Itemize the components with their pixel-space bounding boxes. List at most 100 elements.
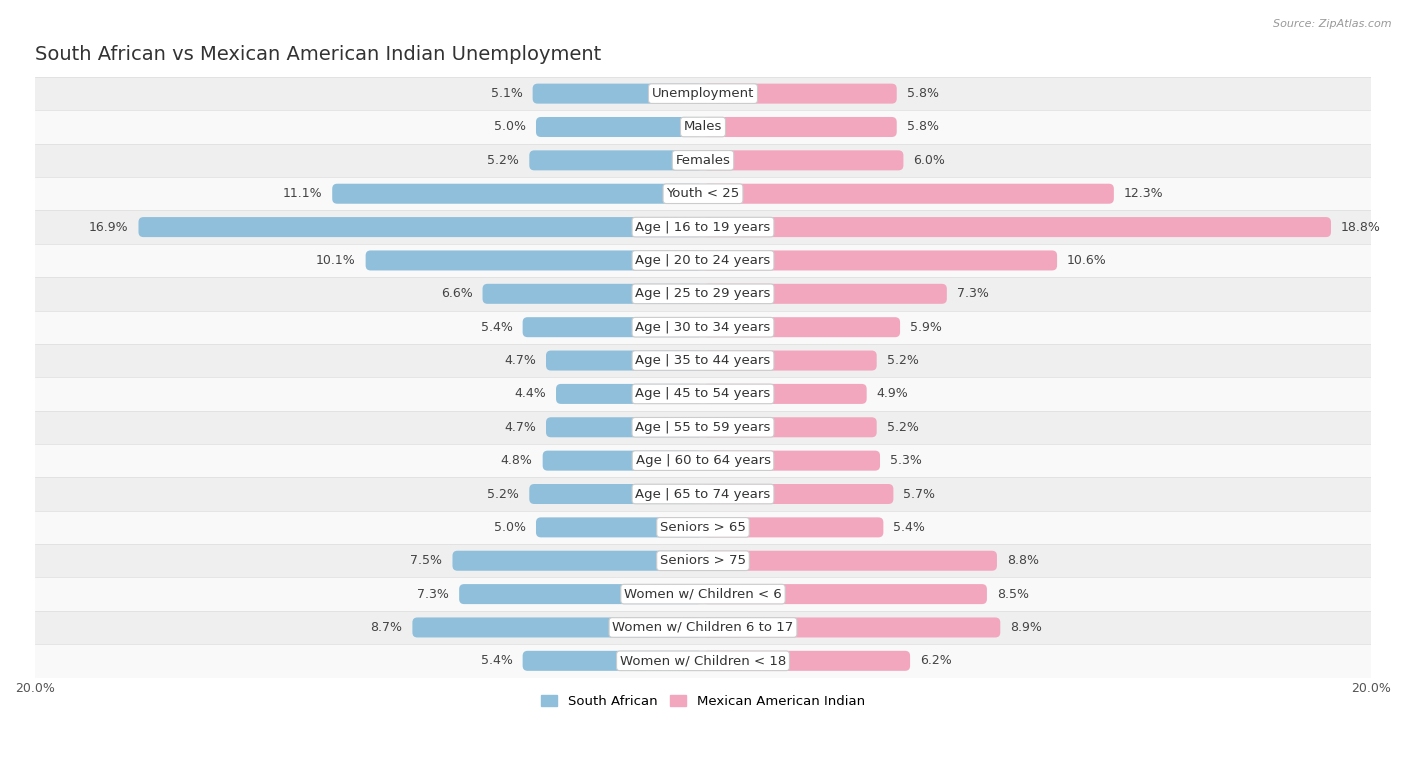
FancyBboxPatch shape xyxy=(546,350,703,371)
FancyBboxPatch shape xyxy=(703,417,877,438)
FancyBboxPatch shape xyxy=(703,384,866,404)
FancyBboxPatch shape xyxy=(536,517,703,537)
FancyBboxPatch shape xyxy=(546,417,703,438)
Text: 5.9%: 5.9% xyxy=(910,321,942,334)
Text: 5.7%: 5.7% xyxy=(904,488,935,500)
Text: 4.9%: 4.9% xyxy=(877,388,908,400)
FancyBboxPatch shape xyxy=(555,384,703,404)
Bar xyxy=(35,344,1371,377)
FancyBboxPatch shape xyxy=(529,484,703,504)
FancyBboxPatch shape xyxy=(703,517,883,537)
Bar xyxy=(35,410,1371,444)
Text: 5.8%: 5.8% xyxy=(907,120,939,133)
Text: 5.2%: 5.2% xyxy=(887,354,918,367)
FancyBboxPatch shape xyxy=(703,584,987,604)
Bar xyxy=(35,77,1371,111)
Text: 5.4%: 5.4% xyxy=(481,321,513,334)
Bar xyxy=(35,644,1371,678)
FancyBboxPatch shape xyxy=(138,217,703,237)
Text: 10.6%: 10.6% xyxy=(1067,254,1107,267)
Bar xyxy=(35,277,1371,310)
FancyBboxPatch shape xyxy=(543,450,703,471)
Text: South African vs Mexican American Indian Unemployment: South African vs Mexican American Indian… xyxy=(35,45,602,64)
Text: 8.9%: 8.9% xyxy=(1011,621,1042,634)
FancyBboxPatch shape xyxy=(703,450,880,471)
Text: 10.1%: 10.1% xyxy=(316,254,356,267)
Bar xyxy=(35,244,1371,277)
FancyBboxPatch shape xyxy=(703,551,997,571)
Text: 6.0%: 6.0% xyxy=(914,154,945,167)
Bar xyxy=(35,578,1371,611)
Text: Youth < 25: Youth < 25 xyxy=(666,187,740,200)
Text: Age | 30 to 34 years: Age | 30 to 34 years xyxy=(636,321,770,334)
Text: Age | 25 to 29 years: Age | 25 to 29 years xyxy=(636,288,770,301)
Text: 5.4%: 5.4% xyxy=(893,521,925,534)
Text: 7.3%: 7.3% xyxy=(418,587,449,600)
FancyBboxPatch shape xyxy=(703,217,1331,237)
Text: Age | 65 to 74 years: Age | 65 to 74 years xyxy=(636,488,770,500)
FancyBboxPatch shape xyxy=(523,651,703,671)
FancyBboxPatch shape xyxy=(332,184,703,204)
Text: Women w/ Children 6 to 17: Women w/ Children 6 to 17 xyxy=(613,621,793,634)
FancyBboxPatch shape xyxy=(703,317,900,337)
Text: 7.5%: 7.5% xyxy=(411,554,443,567)
Text: 5.8%: 5.8% xyxy=(907,87,939,100)
Bar xyxy=(35,444,1371,478)
Bar xyxy=(35,511,1371,544)
Bar xyxy=(35,111,1371,144)
Text: Source: ZipAtlas.com: Source: ZipAtlas.com xyxy=(1274,19,1392,29)
FancyBboxPatch shape xyxy=(536,117,703,137)
FancyBboxPatch shape xyxy=(453,551,703,571)
Text: 5.2%: 5.2% xyxy=(887,421,918,434)
FancyBboxPatch shape xyxy=(703,117,897,137)
Text: 8.5%: 8.5% xyxy=(997,587,1029,600)
FancyBboxPatch shape xyxy=(366,251,703,270)
FancyBboxPatch shape xyxy=(703,184,1114,204)
Text: 5.3%: 5.3% xyxy=(890,454,922,467)
Text: Age | 35 to 44 years: Age | 35 to 44 years xyxy=(636,354,770,367)
Text: 4.8%: 4.8% xyxy=(501,454,533,467)
Text: Males: Males xyxy=(683,120,723,133)
Text: 4.7%: 4.7% xyxy=(505,421,536,434)
Text: 5.1%: 5.1% xyxy=(491,87,523,100)
Text: 5.2%: 5.2% xyxy=(488,154,519,167)
FancyBboxPatch shape xyxy=(529,151,703,170)
Text: 6.6%: 6.6% xyxy=(440,288,472,301)
Text: Age | 60 to 64 years: Age | 60 to 64 years xyxy=(636,454,770,467)
Text: 5.0%: 5.0% xyxy=(494,120,526,133)
Bar xyxy=(35,144,1371,177)
Text: Seniors > 65: Seniors > 65 xyxy=(659,521,747,534)
Text: 7.3%: 7.3% xyxy=(957,288,988,301)
Text: 18.8%: 18.8% xyxy=(1341,220,1381,234)
Legend: South African, Mexican American Indian: South African, Mexican American Indian xyxy=(536,690,870,713)
Bar xyxy=(35,611,1371,644)
FancyBboxPatch shape xyxy=(533,83,703,104)
Text: Females: Females xyxy=(675,154,731,167)
Text: 8.7%: 8.7% xyxy=(370,621,402,634)
Bar xyxy=(35,210,1371,244)
Text: Age | 16 to 19 years: Age | 16 to 19 years xyxy=(636,220,770,234)
Text: Unemployment: Unemployment xyxy=(652,87,754,100)
FancyBboxPatch shape xyxy=(703,151,904,170)
Bar xyxy=(35,310,1371,344)
FancyBboxPatch shape xyxy=(460,584,703,604)
FancyBboxPatch shape xyxy=(703,484,893,504)
Bar xyxy=(35,377,1371,410)
Text: Age | 45 to 54 years: Age | 45 to 54 years xyxy=(636,388,770,400)
FancyBboxPatch shape xyxy=(703,251,1057,270)
FancyBboxPatch shape xyxy=(703,83,897,104)
FancyBboxPatch shape xyxy=(482,284,703,304)
FancyBboxPatch shape xyxy=(703,350,877,371)
Text: Age | 20 to 24 years: Age | 20 to 24 years xyxy=(636,254,770,267)
FancyBboxPatch shape xyxy=(412,618,703,637)
Bar xyxy=(35,478,1371,511)
Text: 5.0%: 5.0% xyxy=(494,521,526,534)
Text: 5.4%: 5.4% xyxy=(481,654,513,668)
Text: 5.2%: 5.2% xyxy=(488,488,519,500)
Text: 8.8%: 8.8% xyxy=(1007,554,1039,567)
Text: 12.3%: 12.3% xyxy=(1123,187,1164,200)
FancyBboxPatch shape xyxy=(703,651,910,671)
Text: Women w/ Children < 18: Women w/ Children < 18 xyxy=(620,654,786,668)
Text: 16.9%: 16.9% xyxy=(89,220,128,234)
Text: Women w/ Children < 6: Women w/ Children < 6 xyxy=(624,587,782,600)
